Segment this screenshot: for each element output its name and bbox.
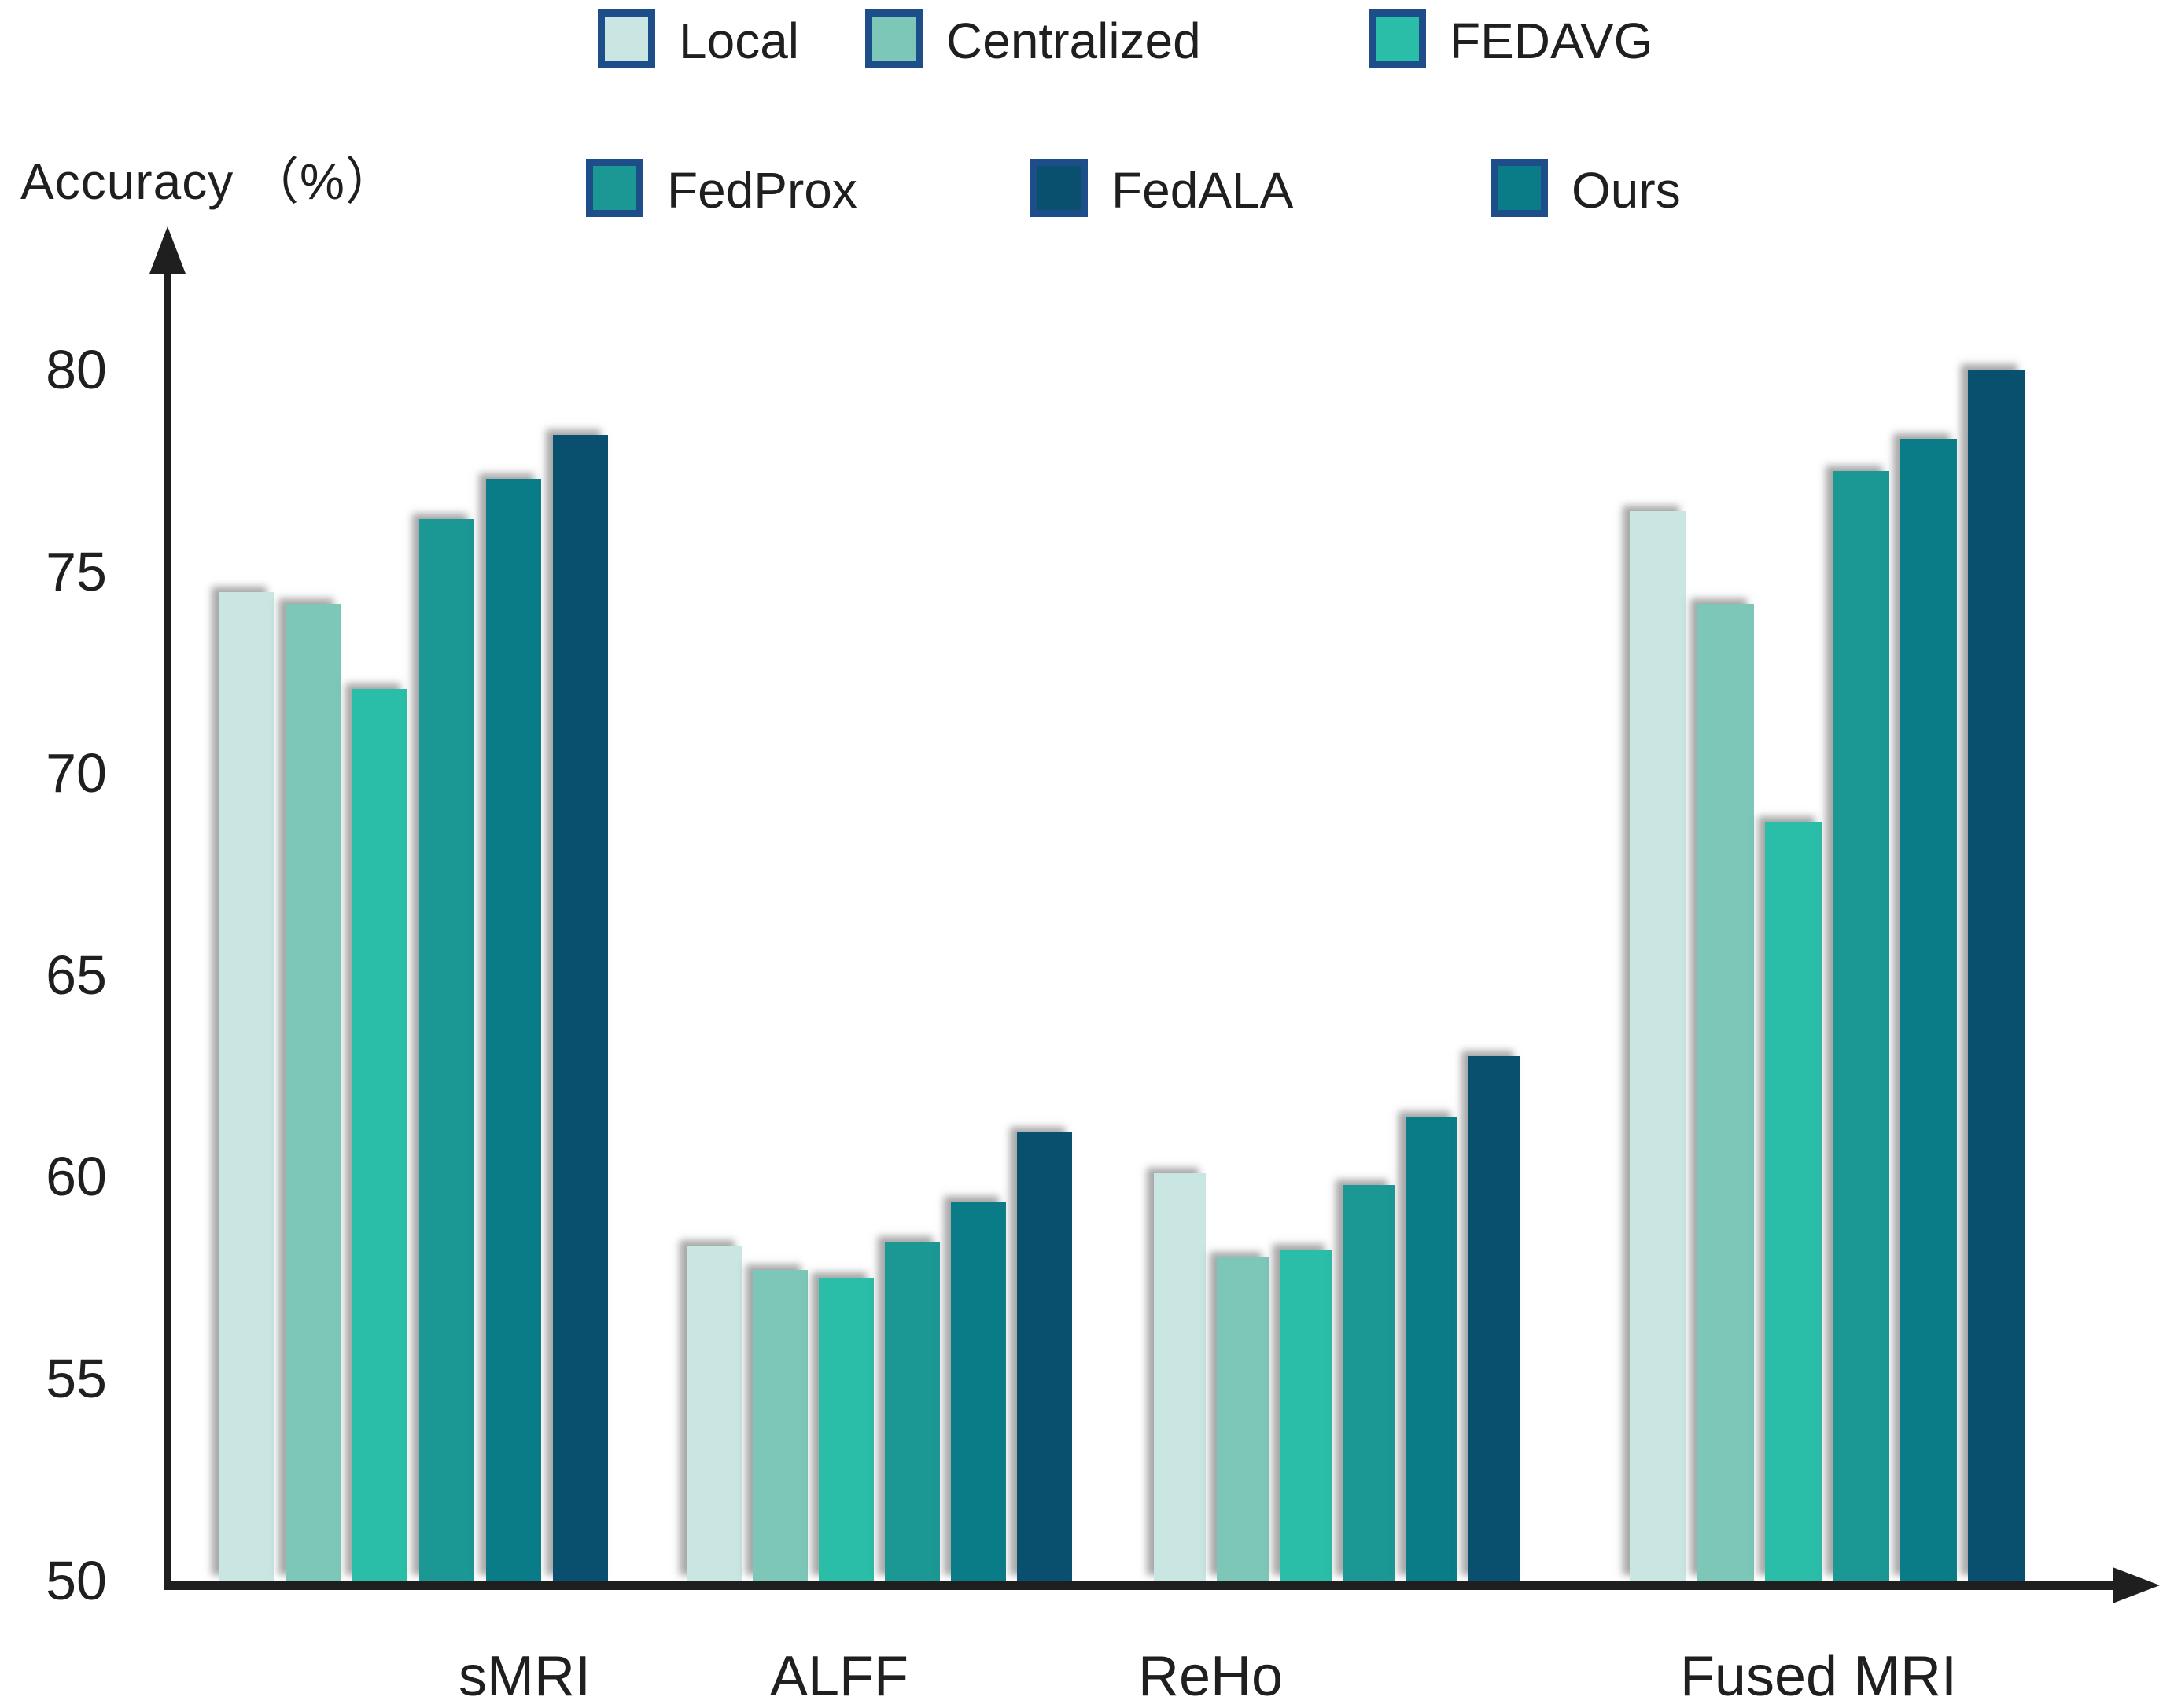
bar-smri-fedavg [352, 689, 407, 1581]
legend-label-local: Local [679, 13, 799, 69]
y-tick-label-50: 50 [46, 1549, 107, 1611]
x-axis-line [164, 1581, 2117, 1590]
bar-smri-ours [486, 479, 541, 1581]
y-tick-label-70: 70 [46, 742, 107, 804]
bar-reho-centralized [1217, 1257, 1269, 1581]
bar-alff-fedavg [819, 1278, 874, 1581]
legend-label-fedala: FedALA [1111, 162, 1294, 219]
category-label-alff: ALFF [769, 1645, 909, 1708]
y-tick-label-80: 80 [46, 339, 107, 400]
y-tick-label-75: 75 [46, 540, 107, 602]
y-tick-label-65: 65 [46, 944, 107, 1006]
bar-alff-fedala [1017, 1132, 1072, 1581]
bar-reho-fedala [1468, 1056, 1520, 1581]
legend-label-ours: Ours [1572, 162, 1681, 219]
x-axis-arrowhead-icon [2113, 1567, 2160, 1603]
bar-fused-mri-local [1630, 511, 1686, 1581]
legend-swatch-fedprox [586, 159, 643, 217]
bar-reho-local [1154, 1173, 1206, 1581]
bar-smri-fedala [553, 435, 608, 1581]
bar-alff-centralized [753, 1270, 808, 1581]
y-tick-label-55: 55 [46, 1348, 107, 1409]
bar-fused-mri-fedala [1968, 370, 2025, 1581]
bar-smri-centralized [286, 604, 341, 1581]
bar-fused-mri-centralized [1697, 604, 1754, 1581]
legend-label-fedavg: FEDAVG [1450, 13, 1653, 69]
bar-alff-fedprox [885, 1242, 940, 1581]
bar-alff-local [687, 1246, 742, 1581]
y-axis-arrowhead-icon [149, 226, 186, 274]
bar-alff-ours [951, 1202, 1006, 1581]
legend-label-fedprox: FedProx [667, 162, 857, 219]
bar-fused-mri-fedprox [1833, 471, 1889, 1581]
bar-reho-fedprox [1343, 1185, 1395, 1581]
legend-label-centralized: Centralized [946, 13, 1201, 69]
bar-smri-fedprox [419, 519, 474, 1581]
category-label-reho: ReHo [1137, 1645, 1284, 1708]
bar-reho-fedavg [1280, 1250, 1332, 1581]
bar-smri-local [219, 592, 274, 1581]
bar-fused-mri-ours [1900, 439, 1957, 1581]
legend-swatch-fedala [1030, 159, 1088, 217]
bar-reho-ours [1406, 1117, 1457, 1581]
legend-swatch-centralized [865, 9, 923, 68]
legend-swatch-local [598, 9, 655, 68]
legend-swatch-fedavg [1369, 9, 1426, 68]
y-axis-line [164, 266, 171, 1590]
y-tick-label-60: 60 [46, 1146, 107, 1208]
bar-fused-mri-fedavg [1765, 822, 1822, 1581]
legend-swatch-ours [1491, 159, 1548, 217]
category-label-smri: sMRI [459, 1645, 591, 1708]
y-axis-title: Accuracy （%） [20, 153, 396, 210]
category-label-fused-mri: Fused MRI [1679, 1645, 1958, 1708]
